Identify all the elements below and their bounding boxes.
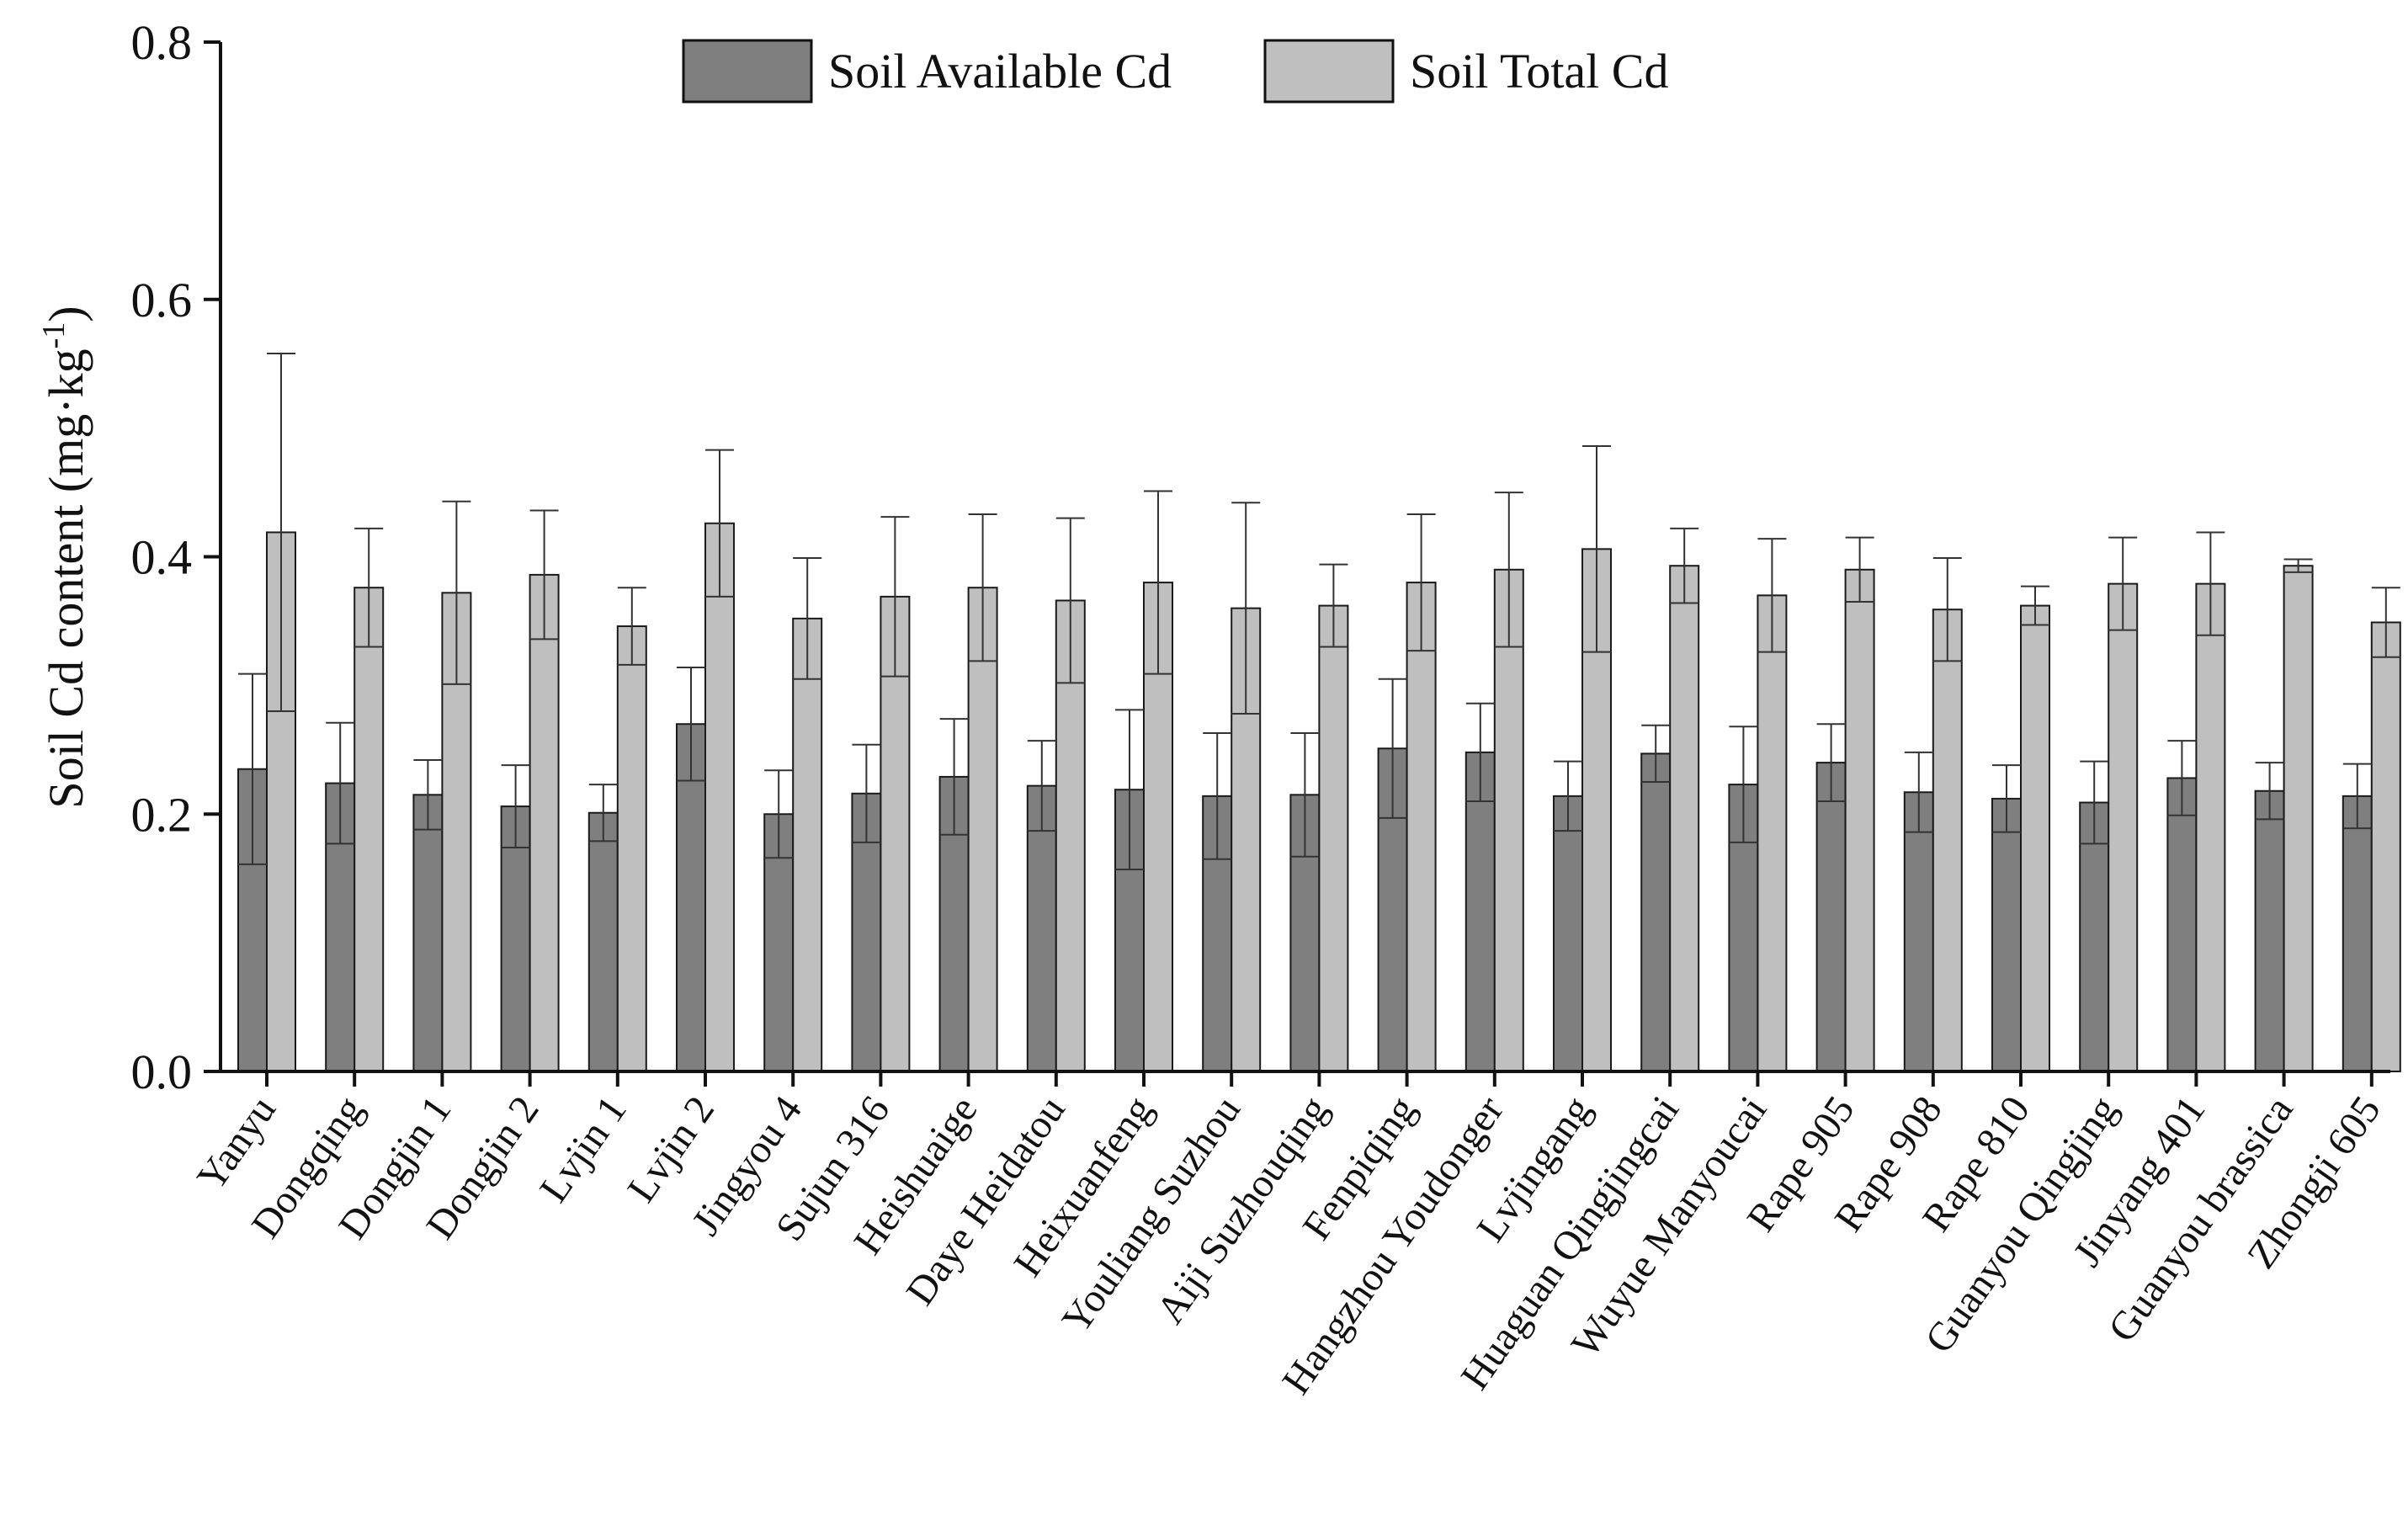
bars-layer <box>237 522 2401 1073</box>
legend-label-available: Soil Available Cd <box>828 44 1172 98</box>
bar <box>2020 604 2050 1072</box>
y-axis-label-superscript: -1 <box>36 322 72 349</box>
x-tick-label: Lvjin 1 <box>531 1088 635 1210</box>
bar <box>2195 582 2226 1072</box>
bar <box>616 625 647 1072</box>
bar <box>1553 795 1583 1072</box>
error-bars-layer <box>238 352 2400 870</box>
bar <box>2108 582 2139 1072</box>
bar <box>441 592 472 1072</box>
y-tick-label: 0.2 <box>131 787 193 842</box>
y-axis-label-suffix: ) <box>39 306 93 322</box>
bar <box>2254 789 2285 1072</box>
bar <box>529 573 560 1072</box>
bar <box>587 811 619 1072</box>
legend: Soil Available Cd Soil Total Cd <box>682 39 1668 104</box>
bar <box>1406 582 1437 1072</box>
bar <box>1757 594 1788 1072</box>
bar <box>1932 609 1963 1072</box>
bar <box>1464 751 1496 1072</box>
legend-swatch-total <box>1263 39 1395 104</box>
bar <box>1815 762 1847 1072</box>
bar <box>1991 797 2022 1073</box>
bar <box>1844 568 1875 1072</box>
y-ticks-layer: 0.0 0.2 0.4 0.6 0.8 <box>131 15 221 1099</box>
bar <box>1318 604 1349 1072</box>
bar <box>2283 565 2314 1072</box>
bar <box>1903 791 1934 1072</box>
bar <box>1026 784 1057 1072</box>
bar <box>704 522 735 1072</box>
y-axis-label: Soil Cd content (mg·kg-1) <box>36 306 93 808</box>
bar <box>792 617 823 1072</box>
y-tick-label: 0.6 <box>131 273 193 327</box>
legend-label-total: Soil Total Cd <box>1410 44 1668 98</box>
bar <box>412 794 444 1072</box>
bar <box>2166 777 2198 1072</box>
y-axis-label-main: Soil Cd content (mg·kg <box>39 348 93 808</box>
bar <box>1231 607 1262 1072</box>
legend-swatch-available <box>682 39 813 104</box>
bar <box>2342 795 2373 1072</box>
bar <box>353 587 385 1072</box>
y-tick-label: 0.8 <box>131 15 193 70</box>
bar <box>676 723 706 1072</box>
bar <box>967 587 998 1072</box>
y-tick-label: 0.0 <box>131 1045 193 1099</box>
y-tick-label: 0.4 <box>131 530 193 585</box>
bar <box>1640 752 1672 1072</box>
bar <box>1669 565 1700 1072</box>
bar <box>2370 621 2401 1072</box>
